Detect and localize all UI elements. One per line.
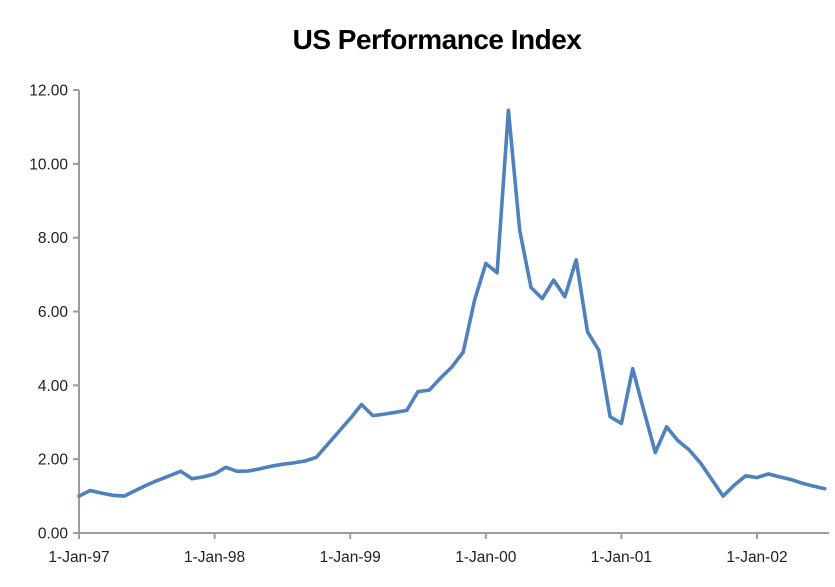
y-axis-tick-label: 0.00 <box>38 526 69 543</box>
x-axis-tick-label: 1-Jan-00 <box>455 549 517 566</box>
y-axis-tick-label: 4.00 <box>38 378 69 395</box>
y-axis-tick-label: 2.00 <box>38 452 69 469</box>
x-axis-tick-label: 1-Jan-98 <box>184 549 245 566</box>
x-axis-tick-label: 1-Jan-01 <box>591 549 652 566</box>
y-axis-tick-label: 10.00 <box>29 156 68 173</box>
series-line-us-performance-index <box>77 108 827 498</box>
chart-title: US Performance Index <box>292 24 582 55</box>
y-axis-tick-label: 8.00 <box>38 230 69 247</box>
x-axis-tick-label: 1-Jan-99 <box>320 549 381 566</box>
y-axis-tick-label: 6.00 <box>38 304 69 321</box>
x-axis-tick-label: 1-Jan-02 <box>726 549 787 566</box>
y-axis-tick-label: 12.00 <box>29 83 68 100</box>
x-axis-tick-label: 1-Jan-97 <box>48 549 109 566</box>
